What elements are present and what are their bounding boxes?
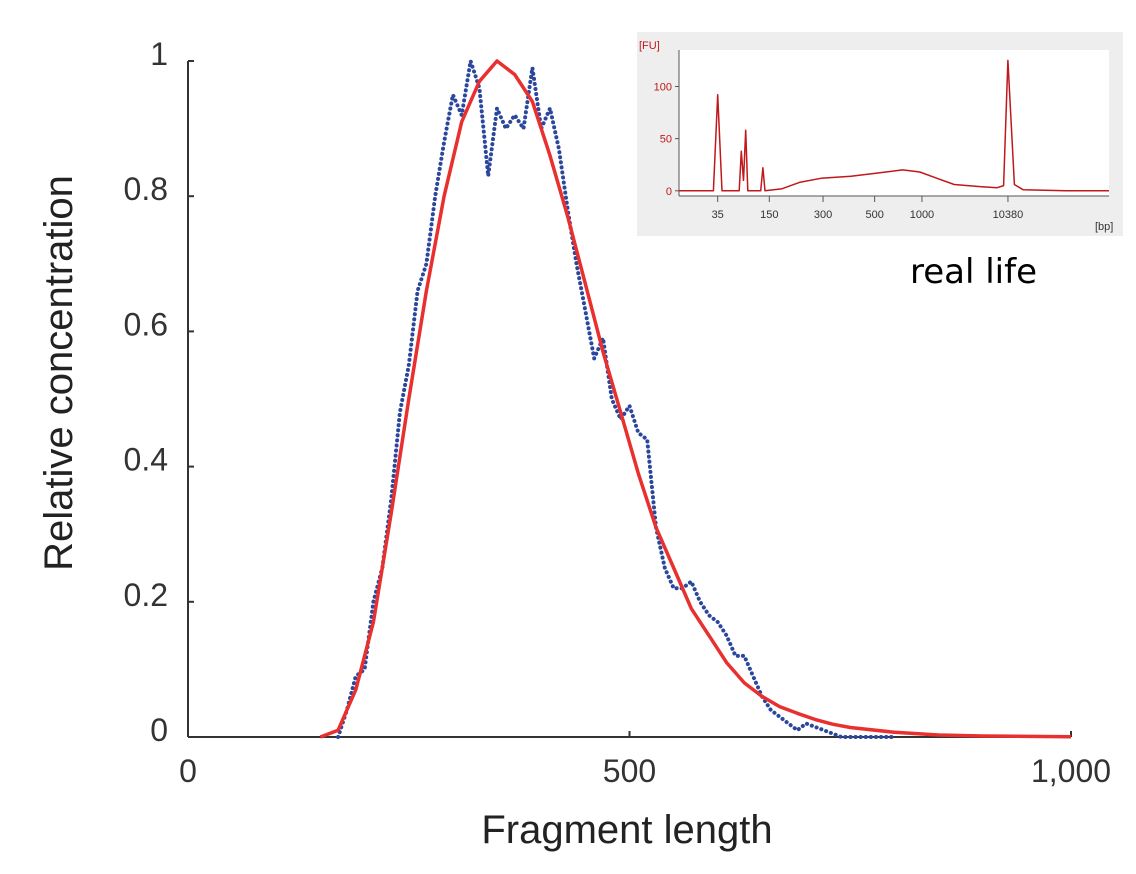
main-series [319, 59, 1072, 739]
y-tick-label: 0.8 [124, 171, 168, 207]
x-axis-label: Fragment length [481, 808, 772, 852]
main-axes [187, 60, 1072, 738]
y-tick-label: 0.4 [124, 442, 168, 478]
measured-series-line [336, 59, 897, 739]
x-tick-label: 500 [603, 753, 656, 789]
inset-x-tick-label: 150 [760, 209, 778, 221]
inset-series [679, 59, 1109, 192]
inset-x-tick-label: 35 [712, 209, 724, 221]
y-tick-label: 0.2 [124, 577, 168, 613]
y-tick-label: 1 [150, 36, 168, 72]
inset-electropherogram: 0 50 100 35 150 300 500 1000 10380 [FU] [bp] [637, 32, 1123, 236]
inset-axes [675, 50, 1109, 202]
inset-y-tick-label: 100 [654, 82, 672, 94]
x-tick-label: 1,000 [1031, 753, 1111, 789]
inset-x-tick-label: 300 [814, 209, 832, 221]
inset-trace-line [679, 59, 1109, 192]
inset-y-axis-label: [FU] [639, 40, 660, 52]
inset-x-axis-label: [bp] [1095, 221, 1113, 233]
x-tick-label: 0 [179, 753, 197, 789]
y-tick-label: 0 [150, 712, 168, 748]
y-axis-label: Relative concentration [37, 175, 81, 571]
model-series-line [319, 59, 1072, 739]
y-tick-label: 0.6 [124, 306, 168, 342]
inset-x-tick-label: 500 [865, 209, 883, 221]
inset-tick-labels: 0 50 100 35 150 300 500 1000 10380 [654, 82, 1024, 222]
inset-caption: real life [910, 252, 1038, 292]
inset-x-tick-label: 1000 [910, 209, 934, 221]
inset-y-tick-label: 0 [666, 186, 672, 198]
inset-y-tick-label: 50 [660, 134, 672, 146]
inset-x-tick-label: 10380 [993, 209, 1024, 221]
